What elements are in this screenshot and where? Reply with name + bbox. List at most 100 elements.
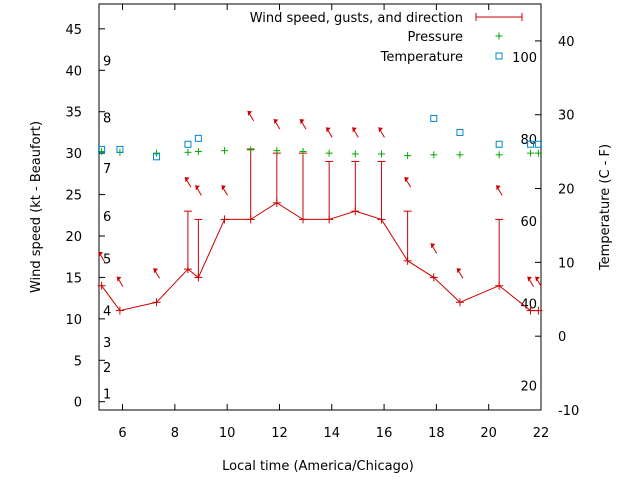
wind-direction-arrow — [194, 185, 202, 196]
y-left-tick-label: 20 — [65, 230, 82, 245]
beaufort-label: 7 — [103, 162, 111, 177]
wind-point — [403, 210, 412, 265]
plot-frame — [98, 3, 542, 411]
pressure-point — [221, 147, 229, 155]
y-left-tick-label: 15 — [65, 271, 82, 286]
scale-labels: 1 2 3 4 5 6 7 8 9 20 40 60 80 100 — [103, 51, 537, 402]
wind-direction-arrow — [184, 176, 192, 188]
temperature-point — [534, 140, 542, 148]
wind-direction-arrow — [325, 127, 333, 138]
y-left-tick-label: 5 — [74, 354, 82, 369]
wind-direction-arrow — [351, 127, 359, 138]
pressure-point — [325, 149, 333, 157]
wind-point — [351, 160, 360, 216]
y-left-tick-label: 35 — [65, 106, 82, 121]
pressure-point — [527, 149, 535, 157]
wind-point — [526, 306, 535, 315]
pressure-point — [456, 151, 464, 159]
temperature-point — [527, 140, 535, 148]
wind-direction-arrow — [153, 268, 160, 279]
y-right-tick-label: -10 — [558, 404, 579, 419]
arrow-head — [273, 119, 279, 125]
arrow-head — [195, 185, 200, 191]
wind-direction-arrow — [404, 176, 412, 188]
pressure-point — [184, 148, 192, 156]
pressure-point — [404, 152, 412, 160]
legend-sample-temperature — [495, 52, 503, 60]
legend-entry-wind: Wind speed, gusts, and direction — [250, 11, 523, 26]
wind-point — [325, 160, 334, 224]
arrow-head — [300, 119, 305, 125]
wind-direction-arrow — [299, 118, 307, 130]
wind-point — [299, 152, 307, 224]
legend-sample-pressure — [495, 32, 503, 40]
pressure-point — [534, 149, 542, 157]
wind-point — [152, 298, 161, 307]
arrow-head — [116, 276, 122, 282]
wind-direction-arrow — [247, 110, 255, 122]
pressure-point — [194, 147, 202, 155]
beaufort-label: 1 — [103, 387, 111, 402]
y-right-tick-label: 30 — [558, 109, 575, 124]
y-right-tick-label: 20 — [558, 183, 575, 198]
y-left-tick-label: 30 — [65, 147, 82, 162]
temperature-point — [430, 114, 438, 122]
arrow-head — [98, 251, 104, 257]
arrow-head — [184, 177, 190, 183]
pressure-point — [351, 150, 359, 158]
beaufort-label: 5 — [103, 252, 111, 267]
x-tick-label: 14 — [323, 426, 340, 441]
legend-label-pressure: Pressure — [407, 30, 463, 45]
y-left-tick-label: 40 — [65, 64, 82, 79]
fahrenheit-label: 40 — [520, 298, 537, 313]
arrow-head — [221, 185, 227, 191]
wind-direction-arrow — [116, 276, 124, 287]
arrow-head — [496, 185, 501, 191]
wind-direction-arrow — [378, 127, 385, 138]
legend: Wind speed, gusts, and direction Pressur… — [250, 11, 523, 65]
x-tick-label: 8 — [171, 426, 179, 441]
wind-point — [194, 218, 203, 282]
pressure-point — [98, 147, 106, 155]
legend-sample-wind — [475, 13, 523, 21]
y-left-tick-label: 45 — [65, 23, 82, 38]
x-tick-label: 12 — [271, 426, 288, 441]
wind-point — [246, 148, 255, 224]
wind-direction-arrow — [221, 185, 228, 196]
y-left-tick-label: 0 — [74, 396, 82, 411]
temperature-point — [456, 128, 464, 136]
temperature-point — [194, 134, 202, 142]
data-series — [97, 110, 543, 315]
wind-point — [115, 306, 124, 315]
fahrenheit-label: 60 — [520, 215, 537, 230]
wind-point — [495, 218, 504, 290]
y-left-tick-label: 10 — [65, 313, 82, 328]
arrow-head — [404, 177, 410, 183]
y-right-tick-label: 0 — [558, 330, 566, 345]
arrow-head — [378, 127, 383, 133]
wind-direction-arrow — [495, 185, 503, 196]
arrow-head — [153, 268, 159, 274]
y-right-tick-label: 10 — [558, 256, 575, 271]
legend-temperature-marker — [495, 52, 503, 60]
arrow-head — [352, 127, 357, 133]
x-tick-label: 18 — [428, 426, 445, 441]
y-right-tick-label: 40 — [558, 35, 575, 50]
pressure-point — [153, 149, 161, 157]
arrow-head — [527, 276, 533, 282]
pressure-point — [247, 146, 255, 154]
wind-direction-arrow — [98, 251, 106, 262]
wind-direction-arrow — [273, 118, 281, 130]
arrow-head — [247, 110, 253, 116]
legend-label-temperature: Temperature — [380, 50, 463, 65]
arrow-head — [430, 243, 436, 249]
fahrenheit-label: 100 — [512, 51, 537, 66]
x-tick-label: 20 — [480, 426, 497, 441]
beaufort-label: 9 — [103, 54, 111, 69]
legend-entry-pressure: Pressure — [407, 30, 503, 45]
x-tick-label: 16 — [376, 426, 393, 441]
wind-point — [429, 273, 438, 282]
x-tick-label: 6 — [118, 426, 126, 441]
plot-area — [98, 3, 542, 411]
pressure-point — [377, 150, 385, 158]
